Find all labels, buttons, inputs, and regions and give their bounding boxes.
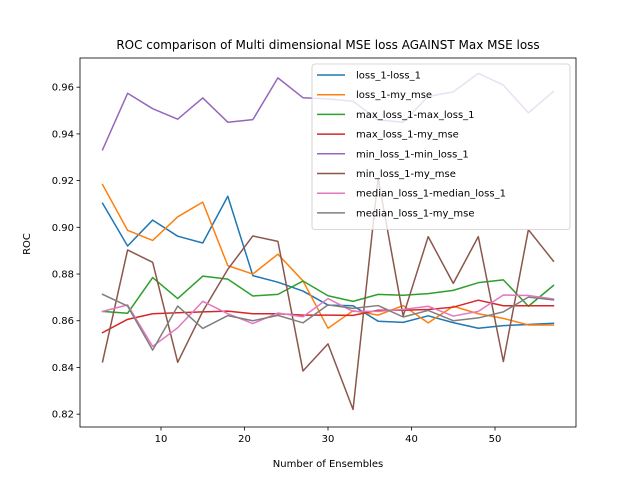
- series-line-loss_1-my_mse: [101, 183, 555, 329]
- x-tick-label: 40: [405, 434, 418, 445]
- y-tick-label: 0.86: [52, 316, 74, 327]
- legend-entry-median_loss_1-my_mse: median_loss_1-my_mse: [356, 208, 475, 219]
- legend-entry-max_loss_1-max_loss_1: max_loss_1-max_loss_1: [356, 110, 475, 121]
- series-line-min_loss_1-my_mse: [101, 177, 555, 411]
- legend-entry-max_loss_1-my_mse: max_loss_1-my_mse: [356, 130, 459, 141]
- x-tick-label: 50: [489, 434, 502, 445]
- series-line-median_loss_1-median_loss_1: [101, 294, 555, 348]
- y-tick-label: 0.90: [52, 223, 74, 234]
- series-line-max_loss_1-my_mse: [101, 299, 555, 334]
- legend-box: [311, 63, 571, 231]
- y-tick-label: 0.94: [52, 129, 74, 140]
- x-tick-label: 30: [322, 434, 335, 445]
- y-tick-label: 0.84: [52, 363, 74, 374]
- x-tick-label: 20: [238, 434, 251, 445]
- legend-entry-min_loss_1-min_loss_1: min_loss_1-min_loss_1: [356, 149, 469, 160]
- legend-entry-loss_1-my_mse: loss_1-my_mse: [356, 90, 432, 101]
- y-tick-label: 0.96: [52, 83, 74, 94]
- x-axis-label: Number of Ensembles: [273, 459, 383, 470]
- legend: loss_1-loss_1 loss_1-my_mse max_loss_1-max…: [311, 63, 571, 231]
- y-tick-label: 0.92: [52, 176, 74, 187]
- legend-entry-min_loss_1-my_mse: min_loss_1-my_mse: [356, 169, 456, 180]
- axes: 10 20 30 40 50 0.82 0.84 0.86 0.88 0.90 0.92 0.94 0.…: [52, 57, 577, 445]
- y-tick-label: 0.82: [52, 410, 74, 421]
- plot-lines: [101, 72, 555, 411]
- y-axis-label: ROC: [22, 233, 33, 255]
- y-tick-label: 0.88: [52, 270, 74, 281]
- legend-entry-loss_1-loss_1: loss_1-loss_1: [356, 71, 421, 82]
- series-line-median_loss_1-my_mse: [101, 293, 555, 351]
- legend-entry-median_loss_1-median_loss_1: median_loss_1-median_loss_1: [356, 189, 506, 200]
- series-line-max_loss_1-max_loss_1: [101, 275, 555, 315]
- chart-title: ROC comparison of Multi dimensional MSE …: [116, 38, 539, 52]
- x-tick-label: 10: [155, 434, 168, 445]
